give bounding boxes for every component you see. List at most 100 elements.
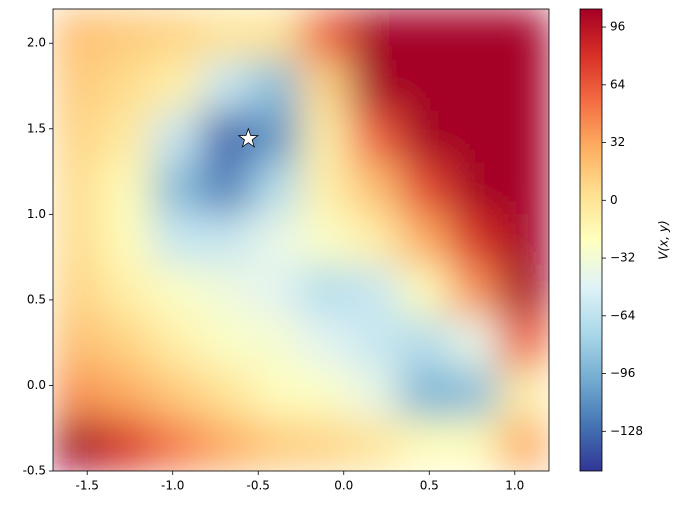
field-cell — [399, 367, 451, 421]
field-cell — [151, 59, 203, 113]
field-cell — [449, 162, 500, 215]
colorbar-tick-label: 64 — [610, 77, 625, 91]
field-cell — [53, 59, 104, 113]
field-cell — [300, 265, 352, 318]
field-cell — [498, 316, 549, 369]
contour-field — [53, 9, 549, 471]
field-cell — [53, 316, 104, 369]
field-cell — [350, 111, 401, 164]
colorbar — [579, 8, 603, 472]
field-cell — [399, 265, 451, 318]
field-cell — [250, 367, 302, 421]
field-cell — [201, 162, 252, 215]
field-cell — [449, 419, 500, 471]
colorbar-label: V(x, y) — [657, 220, 671, 259]
colorbar-tick-label: −64 — [610, 308, 635, 322]
field-cell — [350, 316, 401, 369]
colorbar-tick-label: 96 — [610, 20, 625, 34]
field-cell — [498, 111, 549, 164]
y-tick-label: 1.0 — [27, 207, 46, 221]
field-cell — [53, 419, 104, 471]
y-tick-label: 0.0 — [27, 378, 46, 392]
field-cell — [300, 111, 352, 164]
field-cell — [300, 419, 352, 471]
plot-frame — [52, 8, 550, 472]
x-tick-label: 0.5 — [420, 479, 439, 493]
field-cell — [350, 419, 401, 471]
field-cell — [399, 59, 451, 113]
field-cell — [151, 111, 203, 164]
field-cell — [102, 162, 153, 215]
field-cell — [151, 9, 203, 61]
field-cell — [300, 162, 352, 215]
field-cell — [449, 265, 500, 318]
field-cell — [151, 162, 203, 215]
field-cell — [53, 111, 104, 164]
colorbar-tick-label: −128 — [610, 424, 643, 438]
field-cell — [201, 419, 252, 471]
field-cell — [250, 316, 302, 369]
x-tick-label: -1.0 — [161, 479, 184, 493]
field-cell — [102, 316, 153, 369]
field-cell — [102, 419, 153, 471]
field-cell — [53, 265, 104, 318]
field-cell — [151, 213, 203, 267]
field-cell — [201, 59, 252, 113]
field-cell — [350, 162, 401, 215]
field-cell — [498, 9, 549, 61]
field-cell — [250, 265, 302, 318]
field-cell — [300, 59, 352, 113]
field-cell — [102, 265, 153, 318]
field-cell — [498, 265, 549, 318]
field-cell — [102, 59, 153, 113]
field-cell — [350, 367, 401, 421]
field-cell — [300, 9, 352, 61]
field-cell — [449, 111, 500, 164]
field-cell — [300, 367, 352, 421]
field-cell — [201, 9, 252, 61]
field-cell — [151, 367, 203, 421]
field-cell — [102, 367, 153, 421]
field-cell — [151, 265, 203, 318]
field-cell — [102, 9, 153, 61]
field-cell — [53, 367, 104, 421]
field-cell — [350, 59, 401, 113]
field-cell — [250, 59, 302, 113]
y-tick-label: 1.5 — [27, 121, 46, 135]
field-cell — [300, 213, 352, 267]
field-cell — [399, 316, 451, 369]
field-cell — [250, 111, 302, 164]
x-tick-label: -1.5 — [75, 479, 98, 493]
field-cell — [102, 213, 153, 267]
field-cell — [250, 9, 302, 61]
field-cell — [399, 213, 451, 267]
field-cell — [250, 419, 302, 471]
colorbar-tick-label: −32 — [610, 251, 635, 265]
field-cell — [201, 367, 252, 421]
field-cell — [350, 213, 401, 267]
field-cell — [300, 316, 352, 369]
field-cell — [498, 213, 549, 267]
field-cell — [201, 265, 252, 318]
x-tick-label: 1.0 — [505, 479, 524, 493]
field-cell — [201, 316, 252, 369]
field-cell — [449, 316, 500, 369]
y-tick-label: 0.5 — [27, 292, 46, 306]
field-cell — [201, 213, 252, 267]
field-cell — [53, 162, 104, 215]
field-cell — [350, 9, 401, 61]
x-tick-label: 0.0 — [334, 479, 353, 493]
star-marker — [237, 127, 259, 148]
colorbar-tick-label: 32 — [610, 135, 625, 149]
field-cell — [498, 367, 549, 421]
y-tick-label: -0.5 — [23, 464, 46, 478]
field-cell — [449, 9, 500, 61]
field-cell — [399, 9, 451, 61]
field-cell — [498, 59, 549, 113]
field-cell — [449, 367, 500, 421]
field-cell — [53, 213, 104, 267]
field-cell — [399, 419, 451, 471]
field-cell — [151, 419, 203, 471]
field-cell — [449, 213, 500, 267]
